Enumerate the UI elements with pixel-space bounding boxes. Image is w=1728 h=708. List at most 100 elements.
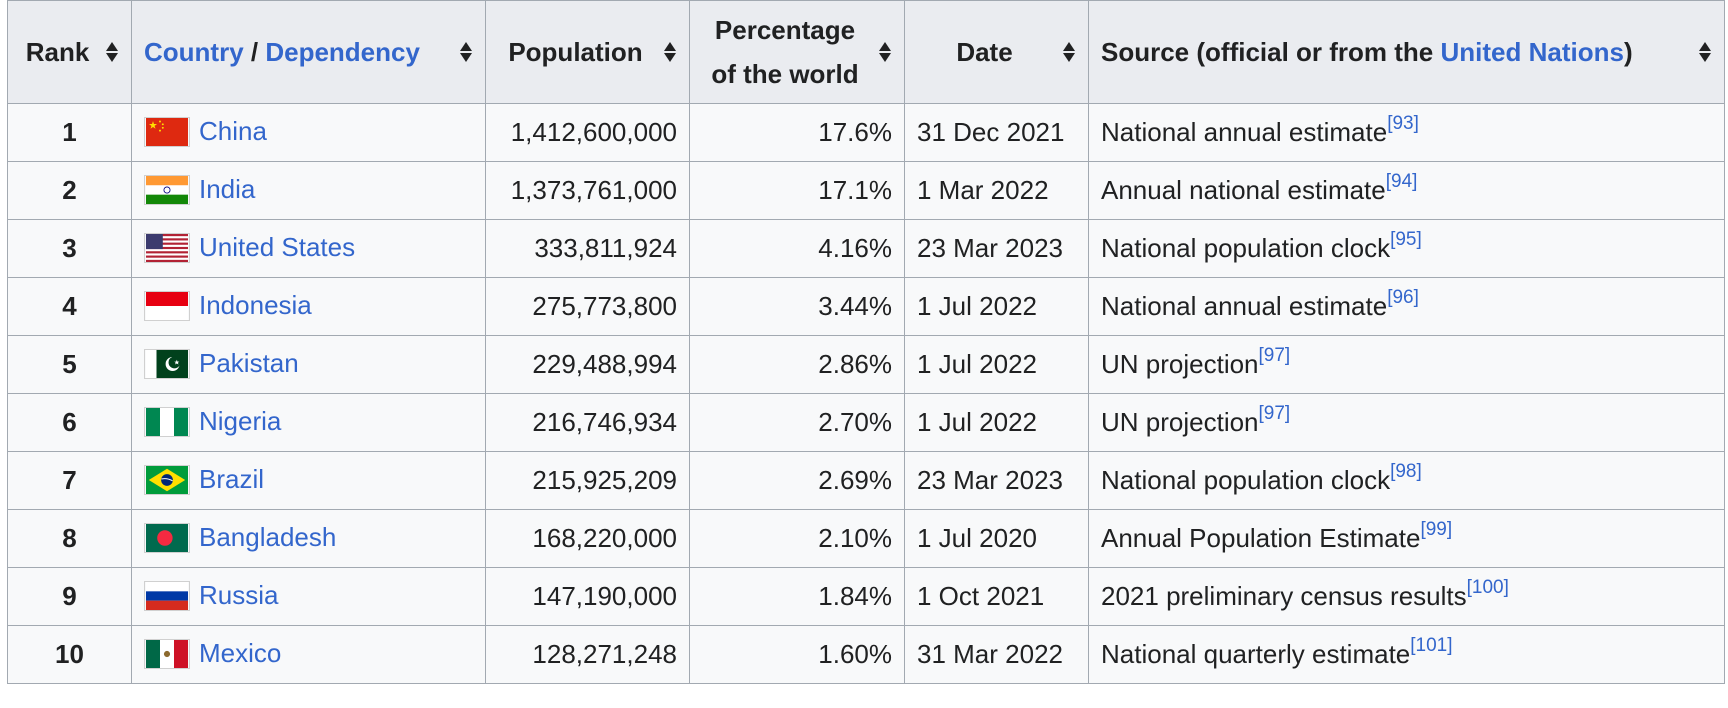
russia-flag-icon (144, 580, 190, 611)
header-rank[interactable]: Rank (7, 0, 132, 104)
source-cell: National annual estimate[96] (1088, 277, 1725, 336)
country-link[interactable]: Pakistan (199, 348, 299, 379)
country-cell: Indonesia (131, 277, 486, 336)
header-date[interactable]: Date (904, 0, 1089, 104)
country-cell: Brazil (131, 451, 486, 510)
date-cell: 31 Dec 2021 (904, 103, 1089, 162)
percentage-cell: 2.86% (689, 335, 905, 394)
percentage-cell: 4.16% (689, 219, 905, 278)
country-cell: Mexico (131, 625, 486, 684)
sort-arrows-icon[interactable] (459, 41, 473, 63)
dependency-header-link[interactable]: Dependency (265, 37, 420, 67)
rank-cell: 3 (7, 219, 132, 278)
date-cell: 1 Jul 2022 (904, 393, 1089, 452)
header-source-suffix: ) (1623, 37, 1633, 67)
date-cell: 1 Mar 2022 (904, 161, 1089, 220)
reference-link[interactable]: [96] (1387, 287, 1419, 309)
country-link[interactable]: Russia (199, 580, 279, 611)
country-cell: Bangladesh (131, 509, 486, 568)
source-text: UN projection (1101, 349, 1259, 379)
source-text: National annual estimate (1101, 291, 1388, 321)
header-population[interactable]: Population (485, 0, 690, 104)
reference-link[interactable]: [100] (1466, 577, 1509, 599)
country-cell: Nigeria (131, 393, 486, 452)
source-cell: National population clock[95] (1088, 219, 1725, 278)
sort-arrows-icon[interactable] (878, 41, 892, 63)
population-cell: 229,488,994 (485, 335, 690, 394)
reference-superscript: [97] (1259, 403, 1291, 424)
date-cell: 1 Oct 2021 (904, 567, 1089, 626)
header-percentage-line2: of the world (711, 59, 859, 89)
percentage-cell: 2.10% (689, 509, 905, 568)
source-text: 2021 preliminary census results (1101, 581, 1467, 611)
reference-superscript: [96] (1387, 287, 1419, 308)
united-nations-link[interactable]: United Nations (1440, 37, 1624, 67)
table-body: 1 China 1,412,600,000 17.6% 31 Dec 2021 Natio… (7, 103, 1725, 684)
source-text: National population clock (1101, 465, 1391, 495)
rank-cell: 8 (7, 509, 132, 568)
reference-superscript: [94] (1386, 171, 1418, 192)
reference-superscript: [98] (1390, 461, 1422, 482)
reference-link[interactable]: [94] (1385, 171, 1418, 193)
rank-cell: 1 (7, 103, 132, 162)
source-cell: National quarterly estimate[101] (1088, 625, 1725, 684)
population-cell: 216,746,934 (485, 393, 690, 452)
population-table: Rank Country / Dependency Population Per… (7, 0, 1725, 684)
country-link[interactable]: Nigeria (199, 406, 282, 437)
bangladesh-flag-icon (144, 522, 190, 553)
source-cell: 2021 preliminary census results[100] (1088, 567, 1725, 626)
source-text: Annual national estimate (1101, 175, 1386, 205)
table-row: 6 Nigeria 216,746,934 2.70% 1 Jul 2022 UN pro… (7, 393, 1725, 452)
reference-superscript: [99] (1420, 519, 1452, 540)
header-source[interactable]: Source (official or from the United Nati… (1088, 0, 1725, 104)
population-cell: 168,220,000 (485, 509, 690, 568)
indonesia-flag-icon (144, 290, 190, 321)
reference-link[interactable]: [95] (1390, 229, 1422, 251)
reference-link[interactable]: [97] (1258, 403, 1291, 425)
population-cell: 1,412,600,000 (485, 103, 690, 162)
country-link[interactable]: China (199, 116, 267, 147)
sort-arrows-icon[interactable] (663, 41, 677, 63)
india-flag-icon (144, 174, 190, 205)
sort-arrows-icon[interactable] (1062, 41, 1076, 63)
reference-link[interactable]: [99] (1420, 519, 1453, 541)
country-link[interactable]: Bangladesh (199, 522, 337, 553)
country-link[interactable]: India (199, 174, 256, 205)
mexico-flag-icon (144, 638, 190, 669)
table-row: 3 United States 333,811,924 4.16% 23 Mar 202… (7, 219, 1725, 278)
country-link[interactable]: Indonesia (199, 290, 312, 321)
population-cell: 333,811,924 (485, 219, 690, 278)
rank-cell: 2 (7, 161, 132, 220)
source-cell: UN projection[97] (1088, 335, 1725, 394)
table-row: 2 India 1,373,761,000 17.1% 1 Mar 2022 Annual… (7, 161, 1725, 220)
country-header-link[interactable]: Country (144, 37, 244, 67)
date-cell: 23 Mar 2023 (904, 451, 1089, 510)
country-link[interactable]: Brazil (199, 464, 265, 495)
reference-link[interactable]: [98] (1390, 461, 1422, 483)
percentage-cell: 2.69% (689, 451, 905, 510)
reference-link[interactable]: [97] (1258, 345, 1291, 367)
rank-cell: 5 (7, 335, 132, 394)
source-cell: National population clock[98] (1088, 451, 1725, 510)
source-cell: UN projection[97] (1088, 393, 1725, 452)
percentage-cell: 17.6% (689, 103, 905, 162)
nigeria-flag-icon (144, 406, 190, 437)
sort-arrows-icon[interactable] (105, 41, 119, 63)
sort-arrows-icon[interactable] (1698, 41, 1712, 63)
header-population-label: Population (508, 37, 643, 67)
reference-superscript: [97] (1259, 345, 1291, 366)
header-percentage[interactable]: Percentage of the world (689, 0, 905, 104)
source-text: National annual estimate (1101, 117, 1388, 147)
rank-cell: 9 (7, 567, 132, 626)
country-link[interactable]: United States (199, 232, 356, 263)
header-country[interactable]: Country / Dependency (131, 0, 486, 104)
reference-link[interactable]: [93] (1387, 113, 1419, 135)
source-text: UN projection (1101, 407, 1259, 437)
date-cell: 31 Mar 2022 (904, 625, 1089, 684)
population-cell: 215,925,209 (485, 451, 690, 510)
reference-link[interactable]: [101] (1410, 635, 1453, 657)
source-text: Annual Population Estimate (1101, 523, 1421, 553)
country-link[interactable]: Mexico (199, 638, 282, 669)
date-cell: 1 Jul 2022 (904, 335, 1089, 394)
percentage-cell: 2.70% (689, 393, 905, 452)
